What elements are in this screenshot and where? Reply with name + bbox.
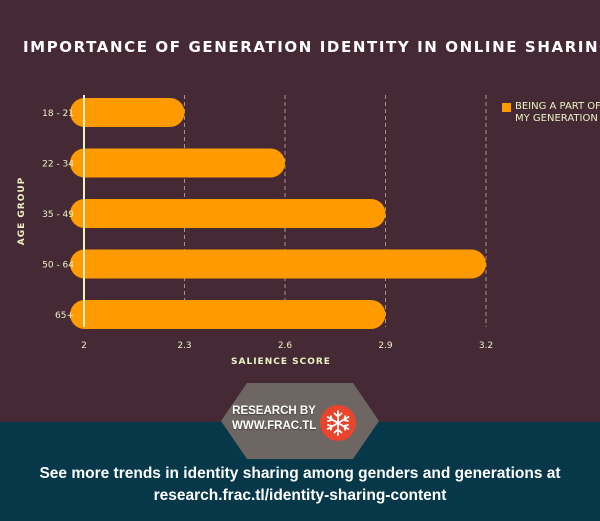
x-tick-label: 3.2 [479,341,493,351]
x-axis-title: Salience score [231,357,331,367]
y-category-label: 50 - 64 [42,261,74,271]
y-category-label: 35 - 49 [42,210,74,220]
legend: Being a part of my generation [502,101,600,125]
chart-title: Importance of Generation Identity in Onl… [23,38,600,56]
badge-line-2: WWW.FRAC.TL [232,420,317,432]
x-tick-label: 2 [81,341,87,351]
legend-label: Being a part of my generation [515,101,600,124]
footer-line: See more trends in identity sharing amon… [39,465,561,482]
bar [70,98,185,127]
footer-text: See more trends in identity sharing amon… [0,463,600,507]
y-category-labels: 18 - 21 22 - 34 35 - 49 50 - 64 65+ [42,109,74,321]
snowflake-icon [320,405,356,441]
legend-swatch [502,103,511,112]
bars [70,98,486,329]
bar-chart: 2 2.3 2.6 2.9 3.2 18 - 21 22 - 34 35 - 49 50 - … [17,95,493,367]
x-tick-label: 2.3 [177,341,191,351]
bar [70,199,386,228]
badge-line-1: RESEARCH BY [232,405,316,417]
y-category-label: 18 - 21 [42,109,74,119]
x-tick-label: 2.9 [378,341,393,351]
x-tick-label: 2.6 [278,341,293,351]
y-category-label: 65+ [55,311,74,321]
bar [70,148,285,178]
bar [70,249,486,279]
badge-text: RESEARCH BY WWW.FRAC.TL [232,404,316,434]
bar [70,300,386,329]
y-axis-title: Age group [17,177,27,246]
y-category-label: 22 - 34 [42,160,74,170]
x-tick-labels: 2 2.3 2.6 2.9 3.2 [81,341,493,351]
footer-link[interactable]: research.frac.tl/identity-sharing-conten… [153,487,447,504]
